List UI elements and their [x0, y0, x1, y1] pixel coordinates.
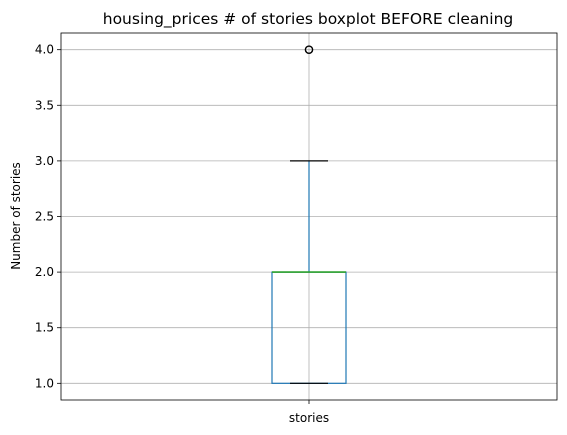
outlier-point — [304, 45, 314, 54]
x-axis: stories — [289, 400, 329, 425]
y-tick-label: 3.0 — [35, 154, 54, 168]
y-tick-label: 4.0 — [35, 43, 54, 57]
y-tick-label: 1.5 — [35, 321, 54, 335]
y-tick-label: 2.0 — [35, 265, 54, 279]
y-axis-label: Number of stories — [9, 162, 23, 270]
y-tick-label: 3.5 — [35, 98, 54, 112]
y-axis: 1.0 1.5 2.0 2.5 3.0 3.5 4.0 — [35, 43, 61, 390]
box-marks — [271, 45, 347, 384]
y-tick-label: 1.0 — [35, 376, 54, 390]
x-tick-label: stories — [289, 411, 329, 425]
y-tick-label: 2.5 — [35, 210, 54, 224]
chart-title: housing_prices # of stories boxplot BEFO… — [103, 10, 513, 29]
